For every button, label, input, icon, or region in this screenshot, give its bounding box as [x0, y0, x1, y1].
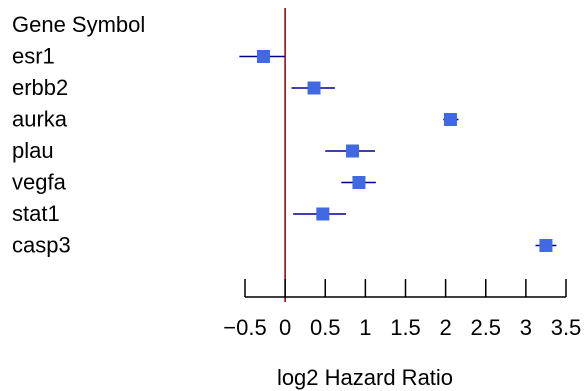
row-labels: Gene Symbol esr1 erbb2 aurka plau vegfa stat1 c…: [12, 12, 145, 258]
x-tick-label: 0.5: [310, 315, 341, 340]
row-label-vegfa: vegfa: [12, 170, 67, 195]
x-axis: −0.5 0 0.5 1 1.5 2 2.5 3 3.5: [223, 279, 581, 340]
estimate-marker-stat1: [316, 207, 330, 221]
estimate-marker-erbb2: [307, 81, 321, 95]
row-label-esr1: esr1: [12, 44, 55, 69]
row-label-stat1: stat1: [12, 201, 60, 226]
row-header: Gene Symbol: [12, 12, 145, 37]
x-tick-label: 2.5: [470, 315, 501, 340]
row-label-casp3: casp3: [12, 233, 71, 258]
x-tick-label: 2: [440, 315, 452, 340]
x-tick-label: 1: [359, 315, 371, 340]
x-tick-label: 3: [520, 315, 532, 340]
x-axis-label: log2 Hazard Ratio: [277, 365, 453, 390]
row-label-erbb2: erbb2: [12, 75, 68, 100]
estimate-marker-aurka: [443, 113, 457, 126]
row-label-plau: plau: [12, 138, 54, 163]
plot-marks: [239, 8, 557, 302]
x-tick-label: −0.5: [223, 315, 266, 340]
row-label-aurka: aurka: [12, 107, 68, 132]
estimate-marker-plau: [346, 144, 360, 158]
x-tick-label: 3.5: [551, 315, 582, 340]
x-tick-label: 0: [279, 315, 291, 340]
estimate-marker-vegfa: [352, 176, 366, 189]
x-tick-label: 1.5: [390, 315, 421, 340]
estimate-marker-esr1: [256, 50, 270, 63]
estimate-marker-casp3: [539, 239, 553, 252]
